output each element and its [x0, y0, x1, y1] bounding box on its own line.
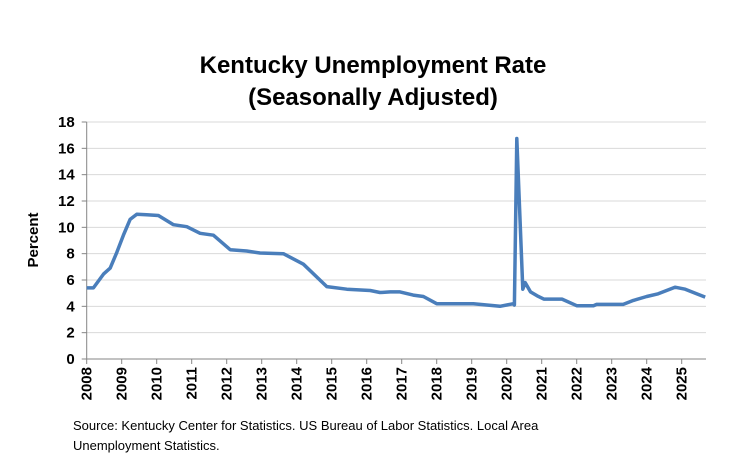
y-tick-label: 0 [66, 351, 74, 368]
series-line [86, 136, 706, 309]
source-line2: Unemployment Statistics. [73, 438, 220, 453]
source-line1: Source: Kentucky Center for Statistics. … [73, 418, 539, 433]
x-tick-label: 2011 [184, 367, 201, 400]
chart-title: Kentucky Unemployment Rate (Seasonally A… [0, 50, 746, 114]
x-tick-label: 2009 [114, 367, 131, 400]
x-tick-label: 2019 [464, 367, 481, 400]
x-tick-label: 2018 [429, 367, 446, 400]
y-tick-label: 12 [58, 193, 75, 210]
y-tick-label: 14 [58, 167, 75, 184]
y-tick-label: 4 [66, 298, 75, 315]
source-note: Source: Kentucky Center for Statistics. … [73, 416, 538, 456]
x-tick-label: 2010 [149, 367, 166, 400]
y-tick-label: 16 [58, 140, 75, 157]
x-tick-label: 2008 [79, 367, 96, 400]
x-tick-label: 2020 [499, 367, 516, 400]
y-tick-label: 10 [58, 219, 75, 236]
y-tick-label: 18 [58, 114, 75, 131]
chart-title-line1: Kentucky Unemployment Rate [199, 52, 547, 79]
x-tick-label: 2025 [674, 367, 691, 400]
x-tick-label: 2012 [219, 367, 236, 400]
y-tick-label: 8 [66, 246, 74, 263]
y-tick-label: 6 [66, 272, 74, 289]
x-tick-label: 2017 [394, 367, 411, 400]
y-tick-label: 2 [66, 325, 74, 342]
x-tick-label: 2016 [359, 367, 376, 400]
x-tick-label: 2024 [639, 366, 656, 400]
x-tick-label: 2022 [569, 367, 586, 400]
x-tick-label: 2015 [324, 367, 341, 400]
x-tick-label: 2023 [604, 367, 621, 400]
x-tick-label: 2014 [289, 366, 306, 400]
chart-title-line2: (Seasonally Adjusted) [248, 84, 498, 111]
x-tick-label: 2013 [254, 367, 271, 400]
x-tick-label: 2021 [534, 367, 551, 400]
y-axis-label: Percent [25, 212, 42, 267]
